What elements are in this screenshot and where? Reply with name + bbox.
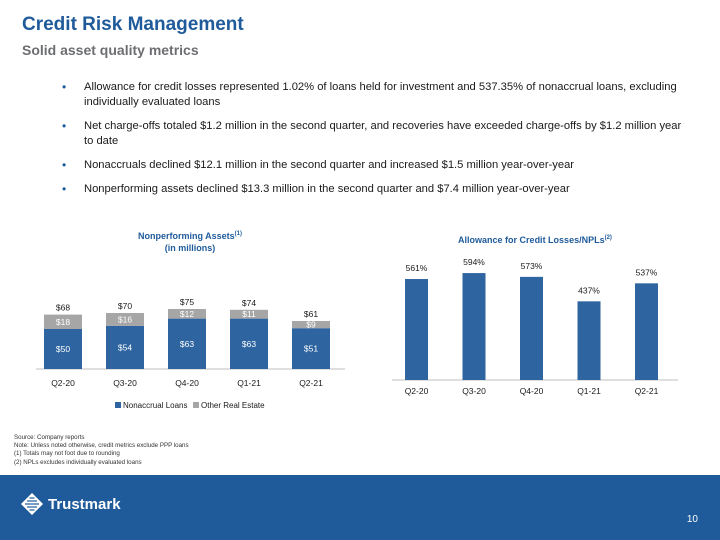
logo-text: Trustmark [48, 495, 121, 513]
npa-label-ore: $12 [180, 309, 194, 319]
npa-total-label: $74 [242, 298, 256, 308]
company-logo: Trustmark [20, 492, 121, 516]
bullet-item: • Nonaccruals declined $12.1 million in t… [62, 158, 575, 172]
npa-label-nonaccrual: $63 [180, 339, 194, 349]
npa-bar-ore [106, 313, 144, 326]
npa-x-tick-label: Q4-20 [175, 378, 199, 388]
bullet-list: • Allowance for credit losses represented… [62, 80, 692, 206]
npa-x-tick-label: Q2-21 [299, 378, 323, 388]
npa-total-label: $61 [304, 309, 318, 319]
npa-label-ore: $16 [118, 314, 132, 324]
npa-bar-nonaccrual [168, 318, 206, 369]
npa-stacked-bar-chart: $50 $18 $68 Q2-20 $54 $16 $70 Q3-20 $63 $12 $75 Q4-… [36, 297, 345, 410]
footer-bar [0, 475, 720, 540]
footnote-2: (2) NPLs excludes individually evaluated… [14, 458, 142, 466]
bullet-dot-icon: • [62, 80, 67, 94]
npa-label-nonaccrual: $54 [118, 342, 132, 352]
npa-bar-ore [168, 309, 206, 319]
npa-bar-nonaccrual [230, 318, 268, 369]
bullet-dot-icon: • [62, 158, 67, 172]
npa-legend-label-ore: Other Real Estate [201, 401, 265, 410]
npa-legend-swatch-nonaccrual [115, 402, 121, 408]
page-number: 10 [686, 514, 698, 525]
page-subtitle: Solid asset quality metrics [22, 42, 199, 58]
npa-label-ore: $18 [56, 317, 70, 327]
footnotes: Source: Company reports Note: Unless not… [14, 434, 189, 467]
npa-total-label: $70 [118, 301, 132, 311]
npa-bar-ore [44, 314, 82, 329]
footnote-1: (1) Totals may not foot due to rounding [14, 450, 120, 458]
npa-legend-swatch-ore [193, 402, 199, 408]
bullet-dot-icon: • [62, 182, 67, 196]
npa-legend-label-nonaccrual: Nonaccrual Loans [123, 401, 187, 410]
npa-x-tick-label: Q3-20 [113, 378, 137, 388]
npa-label-nonaccrual: $50 [56, 344, 70, 354]
npa-chart-title: Nonperforming Assets(1) (in millions) [137, 231, 243, 253]
npa-bar-nonaccrual [106, 325, 144, 369]
npa-total-label: $68 [56, 303, 70, 313]
page-title: Credit Risk Management [22, 14, 244, 35]
bullet-dot-icon: • [62, 119, 67, 133]
bullet-item: • Net charge-offs totaled $1.2 million in… [62, 119, 682, 147]
npa-label-nonaccrual: $63 [242, 339, 256, 349]
footnote-source: Source: Company reports [14, 434, 85, 441]
npa-label-ore: $9 [306, 320, 316, 330]
npa-bar-nonaccrual [292, 328, 330, 369]
bullet-item: • Allowance for credit losses represented… [62, 80, 677, 108]
npa-x-tick-label: Q2-20 [51, 378, 75, 388]
npa-bar-ore [292, 321, 330, 329]
npa-label-nonaccrual: $51 [304, 344, 318, 354]
npa-total-label: $75 [180, 297, 194, 307]
bullet-item: • Nonperforming assets declined $13.3 mil… [62, 182, 570, 196]
trustmark-logo-icon [21, 493, 43, 515]
acl-chart-title: Allowance for Credit Losses/NPLs(2) [458, 235, 612, 245]
npa-bar-ore [230, 309, 268, 319]
npa-label-ore: $11 [242, 309, 256, 319]
footnote-note: Note: Unless noted otherwise, credit met… [14, 442, 189, 450]
npa-x-tick-label: Q1-21 [237, 378, 261, 388]
npa-bar-nonaccrual [44, 329, 82, 369]
